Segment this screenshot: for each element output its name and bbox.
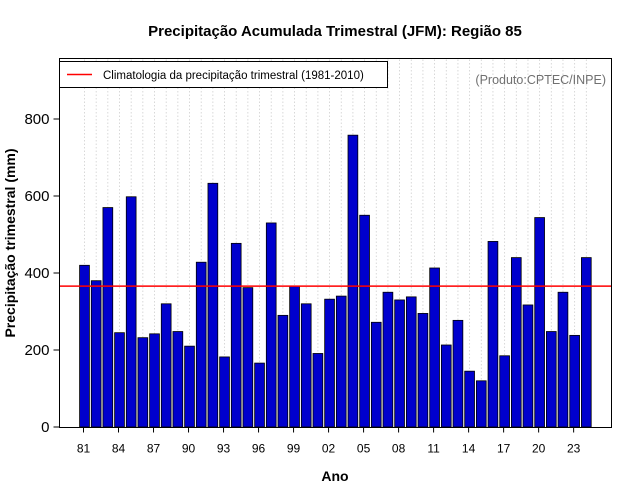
chart-title: Precipitação Acumulada Trimestral (JFM):…: [148, 23, 522, 40]
bar-2023: [569, 334, 580, 428]
y-axis: 0 200 400 600 800: [24, 111, 60, 436]
bar-2024: [581, 257, 592, 428]
xtick-label-99: 99: [287, 442, 301, 456]
bar-2019: [522, 304, 534, 428]
bar-2021: [546, 331, 557, 428]
bar-2008: [394, 299, 405, 428]
xtick-label-20: 20: [532, 442, 546, 456]
xtick-label-90: 90: [182, 442, 196, 456]
bar-1988: [160, 303, 172, 428]
xtick-label-81: 81: [77, 442, 91, 456]
bar-2012: [440, 344, 452, 428]
bar-1996: [254, 362, 265, 428]
ytick-label-800: 800: [24, 111, 49, 128]
bar-1982: [90, 280, 102, 428]
legend-box: [59, 61, 388, 88]
bar-2004: [347, 134, 359, 428]
bar-2022: [557, 291, 569, 428]
bar-2000: [300, 303, 312, 428]
xtick-label-02: 02: [322, 442, 336, 456]
xtick-label-93: 93: [217, 442, 231, 456]
bar-1985: [125, 196, 137, 428]
bar-2011: [429, 267, 440, 428]
bar-2014: [464, 370, 475, 428]
bar-2003: [335, 295, 347, 428]
bar-1984: [114, 332, 125, 428]
bar-1995: [242, 287, 254, 428]
bar-1999: [289, 285, 300, 428]
bar-1992: [207, 182, 219, 428]
bar-2015: [475, 380, 487, 428]
legend: Climatologia da precipitação trimestral …: [59, 61, 388, 88]
bar-2005: [359, 214, 370, 428]
xtick-label-23: 23: [567, 442, 581, 456]
y-axis-label: Precipitação trimestral (mm): [2, 148, 18, 337]
bar-1986: [137, 337, 149, 428]
ytick-label-400: 400: [24, 265, 49, 282]
ytick-label-0: 0: [41, 419, 49, 436]
bar-2006: [370, 321, 382, 428]
xtick-label-84: 84: [112, 442, 126, 456]
bar-2001: [312, 353, 324, 428]
xtick-label-11: 11: [427, 442, 440, 456]
ytick-label-600: 600: [24, 188, 49, 205]
bar-1997: [265, 222, 277, 428]
bar-1989: [172, 331, 184, 428]
plot-frame: [59, 58, 612, 428]
bar-1993: [219, 356, 230, 428]
xtick-label-17: 17: [497, 442, 511, 456]
bar-2009: [405, 296, 417, 428]
bar-2007: [382, 291, 394, 428]
bar-2017: [499, 355, 510, 428]
bar-2013: [452, 319, 464, 428]
bars: [79, 134, 592, 428]
bar-2018: [510, 257, 522, 428]
bar-1987: [149, 333, 160, 428]
xtick-label-08: 08: [392, 442, 406, 456]
bar-1981: [79, 264, 90, 428]
x-axis: 81 84 87 90 93 96 99 02 05 08 11 14 17 20 23: [77, 427, 581, 456]
product-credit: (Produto:CPTEC/INPE): [475, 73, 606, 87]
bar-1990: [184, 345, 195, 428]
bar-2002: [324, 298, 335, 428]
legend-label: Climatologia da precipitação trimestral …: [103, 70, 364, 82]
bar-1991: [195, 261, 207, 428]
xtick-label-05: 05: [357, 442, 371, 456]
xtick-label-96: 96: [252, 442, 266, 456]
bar-2016: [487, 241, 499, 428]
xtick-label-14: 14: [462, 442, 476, 456]
xtick-label-87: 87: [147, 442, 161, 456]
ytick-label-200: 200: [24, 342, 49, 359]
bar-1983: [102, 207, 114, 428]
x-axis-label: Ano: [321, 468, 348, 484]
bar-2010: [417, 313, 429, 428]
bar-1994: [230, 242, 242, 428]
bar-2020: [534, 217, 545, 428]
bar-1998: [277, 314, 289, 428]
